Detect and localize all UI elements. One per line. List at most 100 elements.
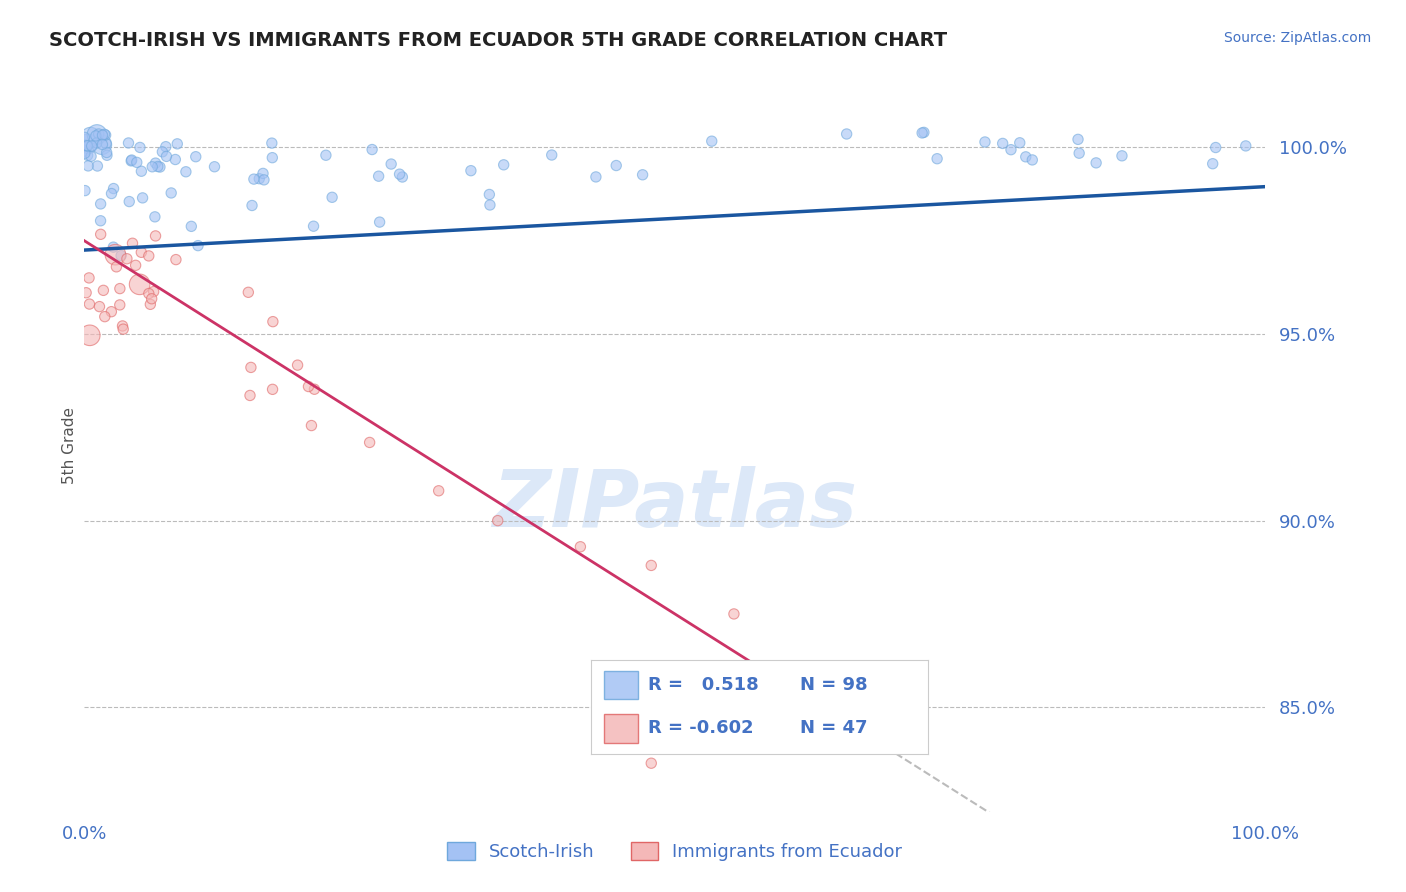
Point [388, 167, 411, 181]
Point [367, 169, 389, 184]
Point [77, 159, 100, 173]
Point [121, 153, 143, 167]
Point [73, 184, 96, 198]
Point [110, 249, 132, 263]
Point [1021, 153, 1043, 167]
Point [94, 128, 117, 142]
Point [131, 245, 153, 260]
FancyBboxPatch shape [605, 714, 638, 742]
Point [117, 136, 139, 150]
Point [974, 135, 997, 149]
Point [91, 137, 114, 152]
Point [486, 514, 509, 528]
Point [302, 219, 325, 234]
Point [478, 198, 501, 212]
Point [1234, 139, 1257, 153]
Point [86, 128, 108, 142]
Point [73, 130, 96, 145]
Point [145, 228, 167, 243]
Point [165, 153, 187, 167]
Point [87, 127, 110, 141]
Point [128, 277, 150, 292]
Point [204, 160, 226, 174]
Point [94, 136, 117, 151]
Point [90, 227, 112, 242]
Point [478, 187, 501, 202]
Point [238, 285, 260, 300]
Point [912, 125, 935, 139]
Point [359, 435, 381, 450]
Text: ZIPatlas: ZIPatlas [492, 466, 858, 543]
Point [1000, 143, 1022, 157]
Point [93, 128, 115, 142]
Point [75, 285, 97, 300]
Point [146, 160, 169, 174]
Point [104, 248, 127, 262]
Point [105, 260, 128, 274]
Point [108, 282, 131, 296]
Point [252, 166, 274, 180]
Point [80, 149, 103, 163]
Point [90, 137, 112, 152]
Point [84, 128, 107, 143]
Point [240, 198, 263, 212]
Point [262, 315, 284, 329]
Point [297, 379, 319, 393]
Point [239, 388, 262, 402]
Point [75, 138, 97, 153]
Point [304, 382, 326, 396]
Point [155, 149, 177, 163]
Point [605, 159, 627, 173]
Point [73, 146, 96, 161]
Point [108, 298, 131, 312]
Point [253, 173, 276, 187]
Point [991, 136, 1014, 151]
Point [301, 418, 323, 433]
Point [640, 756, 662, 771]
Point [391, 169, 413, 184]
Point [165, 252, 187, 267]
Point [86, 159, 108, 173]
Point [138, 249, 160, 263]
Point [125, 155, 148, 169]
Point [115, 252, 138, 266]
Point [96, 145, 118, 160]
Point [90, 213, 112, 227]
Point [100, 186, 122, 201]
Point [361, 143, 384, 157]
Point [1205, 140, 1227, 154]
Point [1111, 149, 1133, 163]
Point [427, 483, 450, 498]
Point [927, 152, 949, 166]
Point [80, 139, 103, 153]
Point [380, 157, 402, 171]
Point [129, 140, 152, 154]
Point [112, 322, 135, 336]
Point [155, 139, 177, 153]
Point [166, 136, 188, 151]
Point [1067, 132, 1090, 146]
Text: R = -0.602: R = -0.602 [648, 720, 754, 738]
Text: R =   0.518: R = 0.518 [648, 676, 759, 694]
Point [640, 558, 662, 573]
Point [100, 304, 122, 318]
Point [139, 297, 162, 311]
Point [321, 190, 343, 204]
Point [540, 148, 562, 162]
Point [141, 160, 163, 174]
Point [131, 191, 153, 205]
Legend: Scotch-Irish, Immigrants from Ecuador: Scotch-Irish, Immigrants from Ecuador [440, 835, 910, 869]
Point [118, 194, 141, 209]
Text: Source: ZipAtlas.com: Source: ZipAtlas.com [1223, 31, 1371, 45]
Point [89, 300, 111, 314]
Point [76, 139, 98, 153]
Point [262, 382, 284, 396]
Point [96, 148, 118, 162]
Point [180, 219, 202, 234]
Point [79, 297, 101, 311]
Point [91, 128, 114, 143]
FancyBboxPatch shape [605, 672, 638, 699]
Point [569, 540, 592, 554]
Point [1008, 136, 1031, 150]
Point [73, 144, 96, 158]
